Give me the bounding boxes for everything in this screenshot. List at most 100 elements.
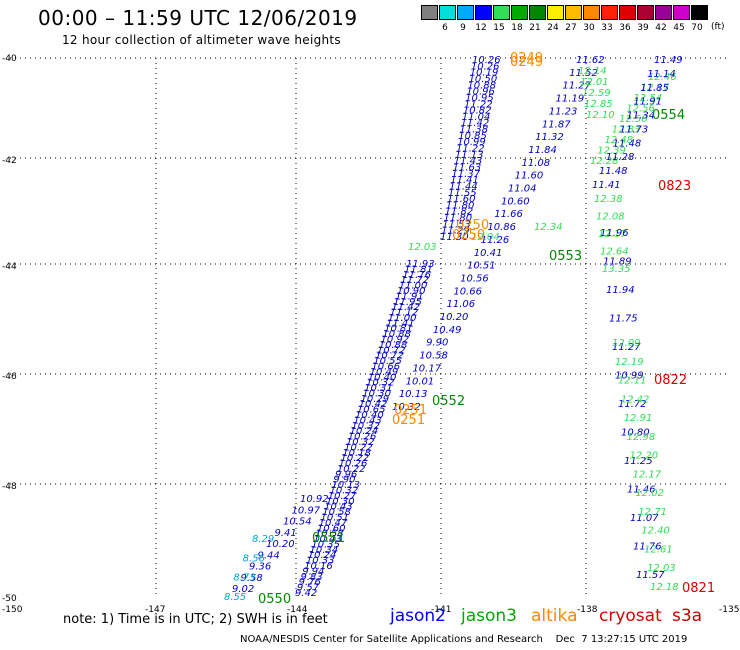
- legend-s3a: s3a: [672, 606, 703, 626]
- color-scale-label: 18: [511, 23, 523, 33]
- swh-value: 12.50: [619, 114, 648, 125]
- swh-value: 10.40: [368, 372, 397, 383]
- page-title: 00:00 – 11:59 UTC 12/06/2019: [38, 6, 358, 30]
- swh-value: 10.26: [472, 55, 501, 66]
- swh-value: 11.48: [613, 138, 642, 149]
- swh-value: 10.26: [471, 61, 500, 72]
- swh-value: 10.95: [465, 93, 494, 104]
- swh-value: 11.22: [456, 144, 485, 155]
- swh-value: 10.01: [406, 376, 435, 387]
- swh-value: 10.40: [355, 410, 384, 421]
- swh-value: 9.94: [302, 566, 324, 577]
- swh-value: 11.28: [606, 152, 635, 163]
- swh-value: 9.42: [295, 588, 317, 599]
- swh-value: 12.17: [632, 469, 661, 480]
- color-scale-units: (ft): [711, 22, 725, 32]
- pass-time-label: 0553: [549, 249, 582, 264]
- swh-value: 12.17: [641, 83, 670, 94]
- pass-time-label: 0251: [392, 413, 425, 428]
- swh-value: 10.54: [283, 517, 312, 528]
- swh-value: 10.90: [397, 286, 426, 297]
- swh-value: 11.60: [515, 171, 544, 182]
- swh-value: 10.31: [364, 383, 393, 394]
- swh-value: 10.88: [382, 329, 411, 340]
- color-swatch-15: [493, 5, 510, 20]
- swh-value: 12.19: [615, 357, 644, 368]
- swh-value: 12.11: [618, 376, 647, 387]
- swh-value: 11.84: [528, 145, 557, 156]
- swh-value: 10.17: [412, 363, 441, 374]
- lat-tick-label: -48: [2, 482, 17, 492]
- swh-value: 10.58: [322, 507, 351, 518]
- swh-value: 11.82: [445, 207, 474, 218]
- swh-value: 10.85: [458, 131, 487, 142]
- swh-value: 9.02: [232, 584, 254, 595]
- legend-jason3: jason3: [461, 606, 517, 626]
- swh-value: 12.56: [626, 104, 655, 115]
- swh-value: 12.01: [580, 77, 609, 88]
- swh-value: 10.30: [362, 388, 391, 399]
- swh-value: 11.19: [556, 94, 585, 105]
- swh-value: 10.51: [320, 512, 349, 523]
- swh-value: 10.88: [379, 340, 408, 351]
- swh-value: 9.83: [300, 572, 322, 583]
- swh-value: 12.20: [630, 451, 659, 462]
- swh-value: 11.27: [562, 81, 591, 92]
- swh-value: 12.39: [597, 146, 626, 157]
- swh-value: 10.19: [470, 68, 499, 79]
- swh-value: 11.87: [542, 119, 571, 130]
- swh-value: 10.55: [373, 356, 402, 367]
- color-swatch-6: [439, 5, 456, 20]
- swh-value: 10.49: [433, 325, 462, 336]
- swh-value: 11.73: [620, 124, 649, 135]
- color-swatch-27: [565, 5, 582, 20]
- pass-time-label: 0821: [682, 581, 715, 596]
- lon-tick-label: -141: [431, 605, 451, 615]
- swh-value: 11.57: [636, 570, 665, 581]
- swh-value: 12.98: [627, 432, 656, 443]
- legend-cryosat: cryosat: [599, 606, 662, 626]
- swh-value: 12.10: [586, 110, 615, 121]
- pass-time-label: 0250: [456, 218, 489, 233]
- swh-value: 11.41: [592, 180, 621, 191]
- swh-value: 12.54: [634, 93, 663, 104]
- swh-value: 10.13: [331, 480, 360, 491]
- lat-tick-label: -42: [2, 156, 17, 166]
- swh-value: 11.93: [406, 259, 435, 270]
- swh-value: 10.92: [381, 335, 410, 346]
- swh-value: 10.27: [328, 491, 357, 502]
- swh-value: 11.00: [399, 281, 428, 292]
- color-scale-label: 45: [673, 23, 685, 33]
- swh-value: 11.75: [609, 314, 638, 325]
- swh-value: 12.85: [584, 99, 613, 110]
- swh-value: 10.88: [467, 80, 496, 91]
- swh-value: 10.26: [339, 459, 368, 470]
- swh-value: 10.58: [419, 351, 448, 362]
- swh-value: 11.41: [450, 175, 479, 186]
- swh-value: 11.14: [647, 69, 676, 80]
- swh-value: 11.49: [654, 55, 683, 66]
- swh-value: 10.92: [300, 494, 329, 505]
- swh-value: 11.91: [633, 97, 662, 108]
- color-scale-label: 33: [601, 23, 613, 33]
- swh-value: 11.48: [599, 166, 628, 177]
- pass-time-label: 0249: [510, 55, 543, 70]
- swh-value: 9.90: [333, 475, 355, 486]
- swh-value: 10.35: [311, 539, 340, 550]
- swh-value: 10.43: [353, 415, 382, 426]
- swh-value: 11.76: [633, 542, 662, 553]
- swh-value: 10.66: [453, 286, 482, 297]
- swh-value: 9.90: [426, 338, 448, 349]
- swh-value: 9.36: [249, 562, 271, 573]
- swh-value: 10.22: [337, 464, 366, 475]
- swh-value: 10.32: [366, 378, 395, 389]
- swh-value: 12.64: [600, 247, 629, 258]
- swh-value: 9.44: [258, 550, 280, 561]
- swh-value: 10.26: [348, 432, 377, 443]
- swh-value: 11.43: [454, 156, 483, 167]
- swh-value: 10.20: [440, 312, 469, 323]
- swh-value: 11.06: [447, 299, 476, 310]
- lon-tick-label: -150: [2, 605, 23, 615]
- swh-value: 11.94: [606, 285, 635, 296]
